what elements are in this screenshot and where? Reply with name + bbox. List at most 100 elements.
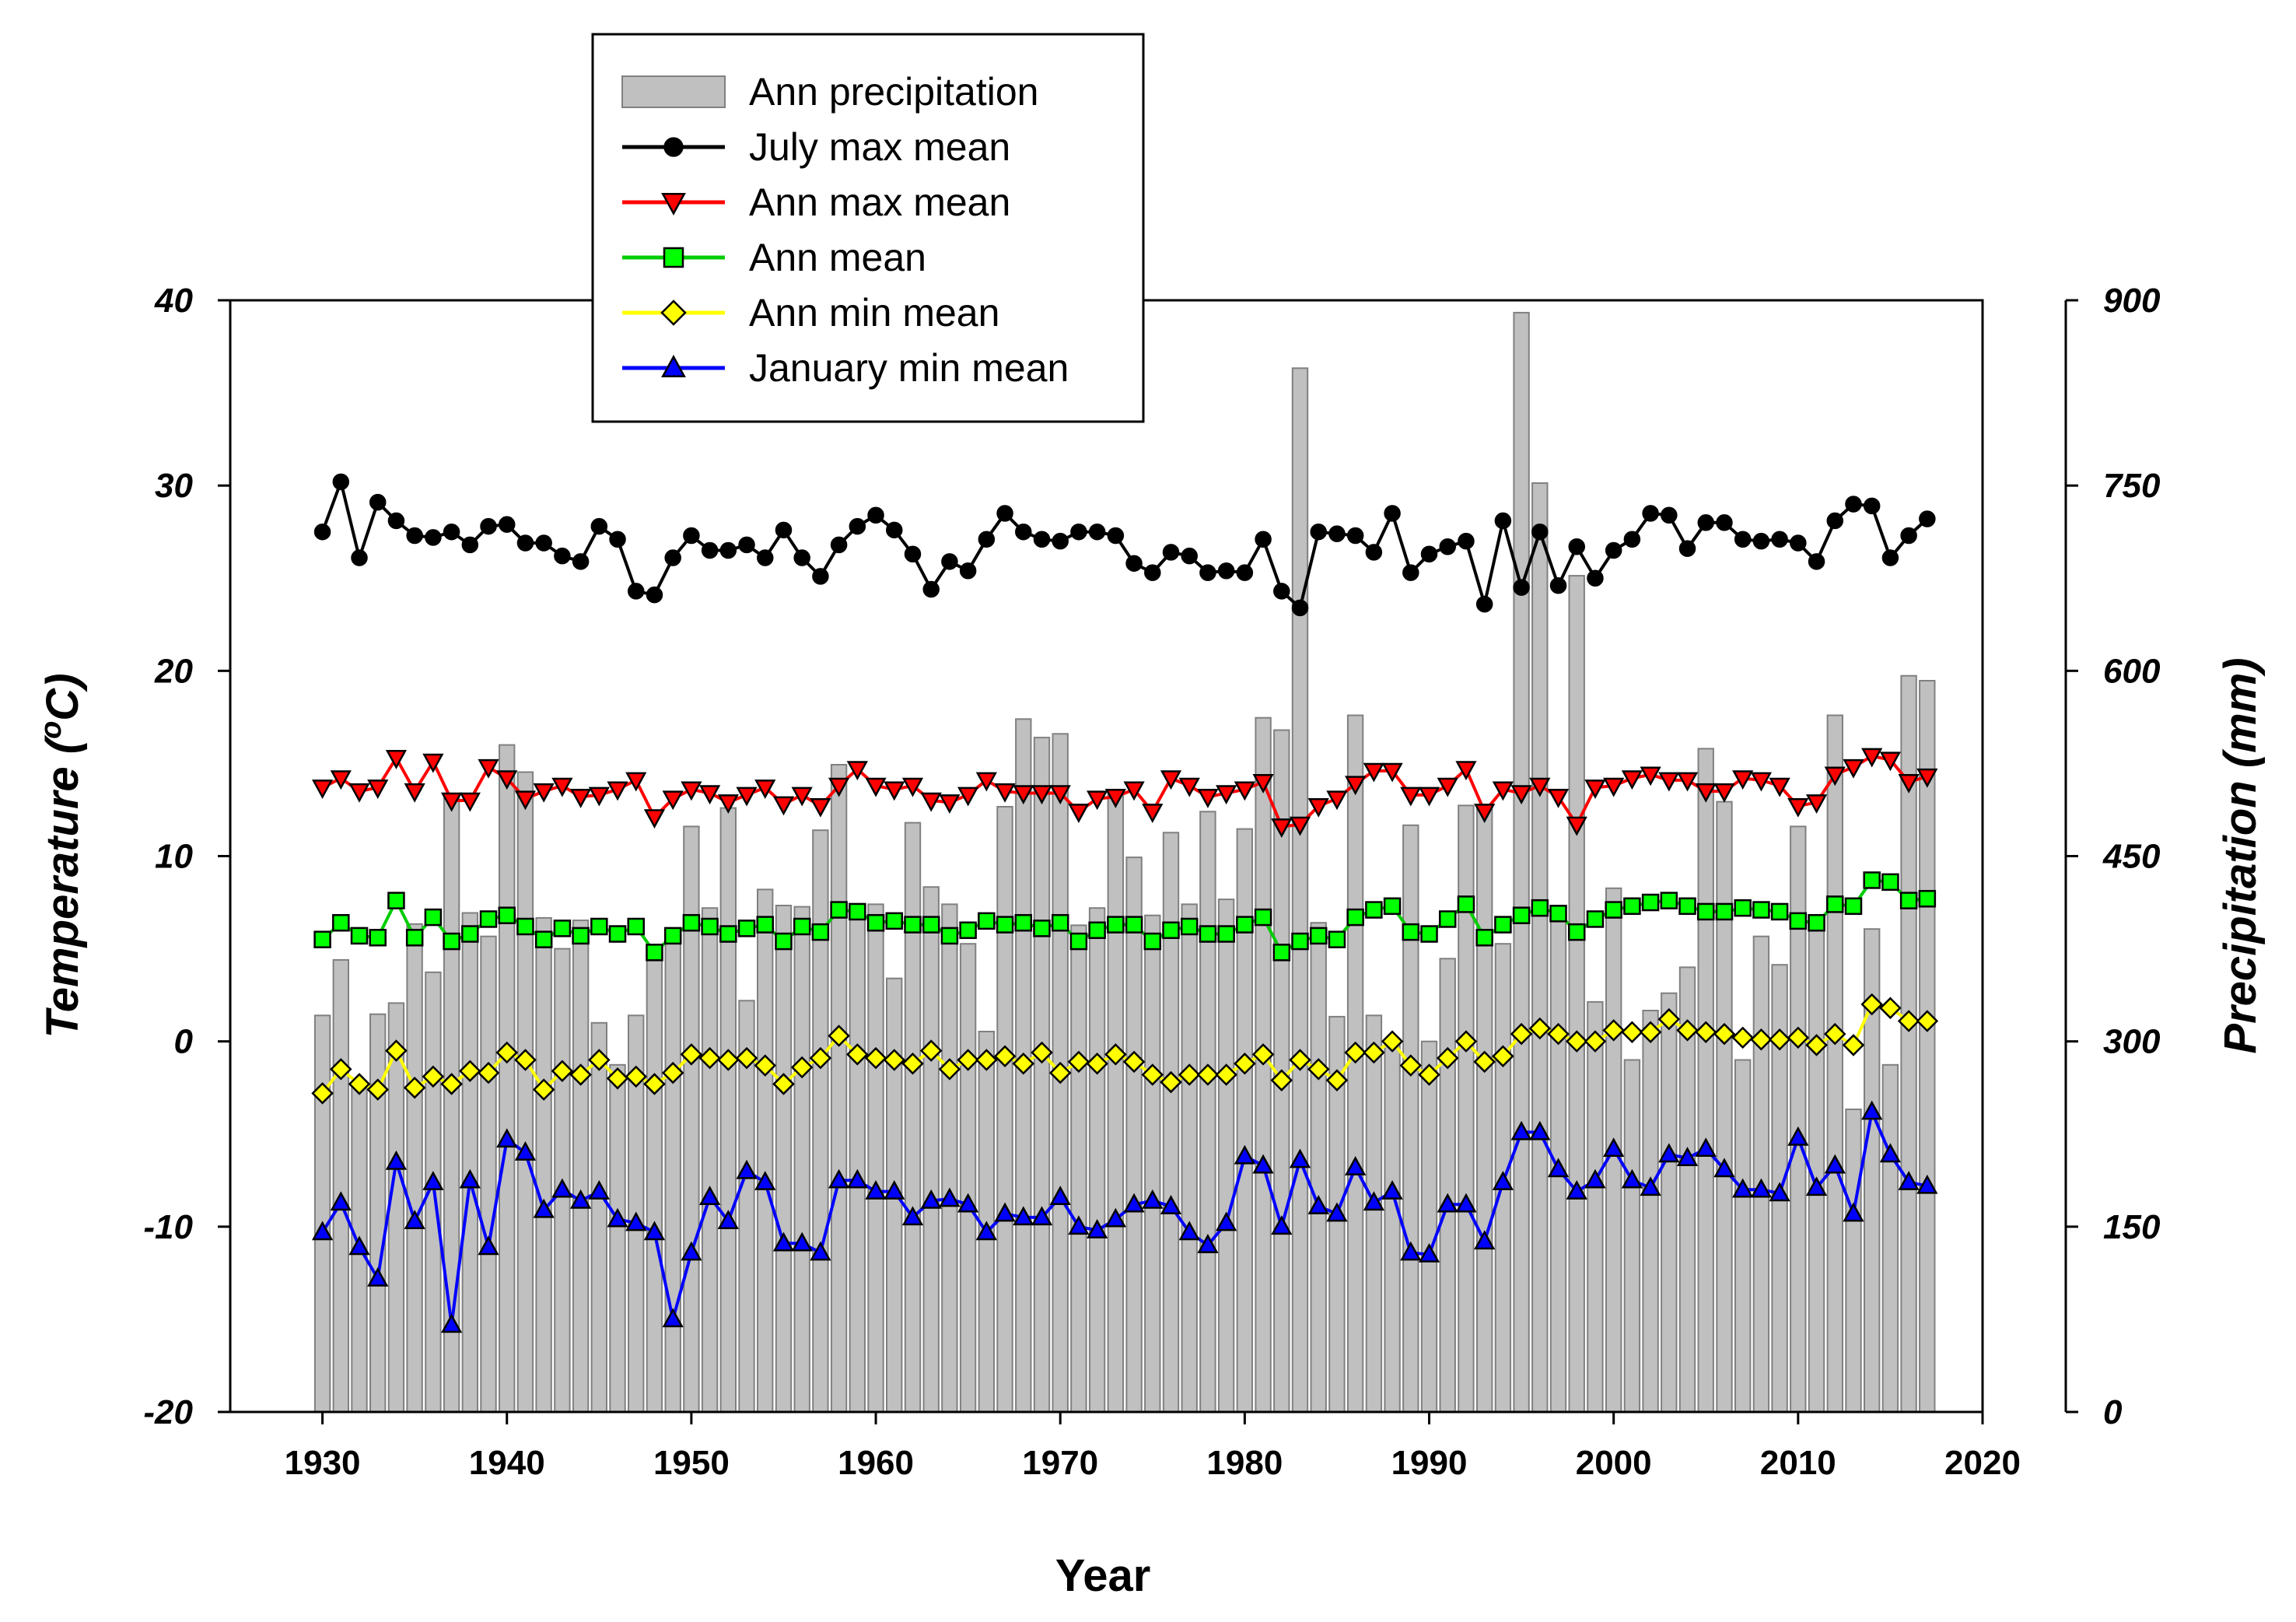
data-point <box>1289 816 1311 836</box>
data-point <box>1123 1193 1145 1213</box>
data-point <box>330 1191 352 1211</box>
data-point <box>681 781 702 801</box>
data-point <box>1345 776 1367 796</box>
data-point <box>1067 1050 1090 1074</box>
data-point <box>1510 1120 1532 1140</box>
data-point <box>1087 790 1108 811</box>
data-point <box>1695 783 1717 803</box>
data-point <box>1199 925 1217 943</box>
data-point <box>754 1054 777 1077</box>
data-point <box>1660 892 1678 909</box>
legend-label: Ann min mean <box>749 291 999 335</box>
data-point <box>1015 523 1032 541</box>
series-ann-min-mean <box>311 993 1939 1105</box>
data-point <box>1234 781 1255 801</box>
data-point <box>1217 562 1235 580</box>
data-point <box>830 536 848 554</box>
data-point <box>1752 901 1770 919</box>
data-point <box>886 521 903 539</box>
data-point <box>1697 514 1715 531</box>
data-point <box>1879 751 1902 772</box>
x-tick-label: 1950 <box>653 1444 730 1482</box>
data-point <box>975 1049 998 1071</box>
data-point <box>569 1189 592 1209</box>
data-point <box>1104 789 1126 808</box>
data-point <box>369 493 387 511</box>
data-point <box>849 517 866 535</box>
legend-marker <box>663 137 684 157</box>
data-point <box>736 786 758 807</box>
precip-bar <box>1033 737 1051 1413</box>
data-point <box>1014 913 1033 932</box>
y-right-tick-label: 600 <box>2103 652 2161 690</box>
precip-bar <box>1568 575 1585 1413</box>
data-point <box>330 1058 352 1081</box>
series-ann-max-mean <box>311 748 1938 838</box>
data-point <box>532 1078 555 1101</box>
data-point <box>1750 1028 1773 1051</box>
data-point <box>514 1049 537 1071</box>
x-tick-label: 1990 <box>1391 1444 1468 1482</box>
data-point <box>1436 1046 1459 1070</box>
data-point <box>793 917 811 936</box>
data-point <box>1122 1050 1146 1074</box>
precip-bar <box>1587 1000 1604 1413</box>
data-point <box>422 753 444 773</box>
data-point <box>1768 1028 1791 1051</box>
data-point <box>1603 777 1625 797</box>
data-point <box>1513 579 1530 596</box>
data-point <box>1326 1202 1348 1222</box>
data-point <box>1529 777 1551 797</box>
precip-bar <box>922 886 940 1413</box>
data-point <box>1734 899 1752 917</box>
data-point <box>1641 893 1660 912</box>
data-point <box>922 916 940 934</box>
precip-bar <box>1919 680 1936 1413</box>
data-point <box>1584 779 1606 799</box>
data-point <box>1605 541 1622 559</box>
data-point <box>941 553 958 570</box>
data-point <box>1070 523 1087 541</box>
data-point <box>387 892 405 909</box>
data-point <box>440 1313 463 1333</box>
data-point <box>1528 1017 1552 1040</box>
precip-bar <box>1181 903 1198 1413</box>
data-point <box>1897 1010 1920 1032</box>
data-point <box>993 1045 1017 1067</box>
data-point <box>865 1179 887 1200</box>
data-point <box>385 750 408 769</box>
data-point <box>590 917 608 936</box>
legend-item-january-min-mean: January min mean <box>622 346 1069 390</box>
data-point <box>1713 1022 1736 1046</box>
data-point <box>1678 897 1696 916</box>
data-point <box>1217 925 1235 943</box>
data-point <box>1289 1148 1311 1168</box>
precip-bar <box>313 1014 331 1414</box>
precip-bar <box>1310 922 1327 1413</box>
data-point <box>1363 1191 1384 1211</box>
precip-bar <box>1716 800 1733 1413</box>
data-point <box>1199 564 1216 581</box>
data-point <box>1197 789 1219 808</box>
precip-bar <box>535 916 552 1413</box>
precip-bar <box>590 1021 607 1414</box>
data-point <box>1621 1168 1643 1189</box>
data-point <box>1494 512 1512 530</box>
data-point <box>754 779 776 799</box>
data-point <box>1787 1126 1809 1146</box>
data-point <box>1251 1043 1275 1066</box>
precip-bar <box>1125 857 1143 1413</box>
data-point <box>1808 913 1825 932</box>
precip-bar <box>812 829 829 1413</box>
data-point <box>1400 786 1422 807</box>
legend-label: Ann precipitation <box>749 70 1038 114</box>
data-point <box>496 1128 518 1148</box>
data-point <box>681 1241 702 1261</box>
data-point <box>756 916 775 934</box>
data-point <box>422 1171 444 1190</box>
data-point <box>719 925 737 943</box>
data-point <box>1123 781 1145 801</box>
data-point <box>1178 1063 1201 1086</box>
precip-bar <box>1199 811 1216 1414</box>
data-point <box>1033 531 1051 548</box>
